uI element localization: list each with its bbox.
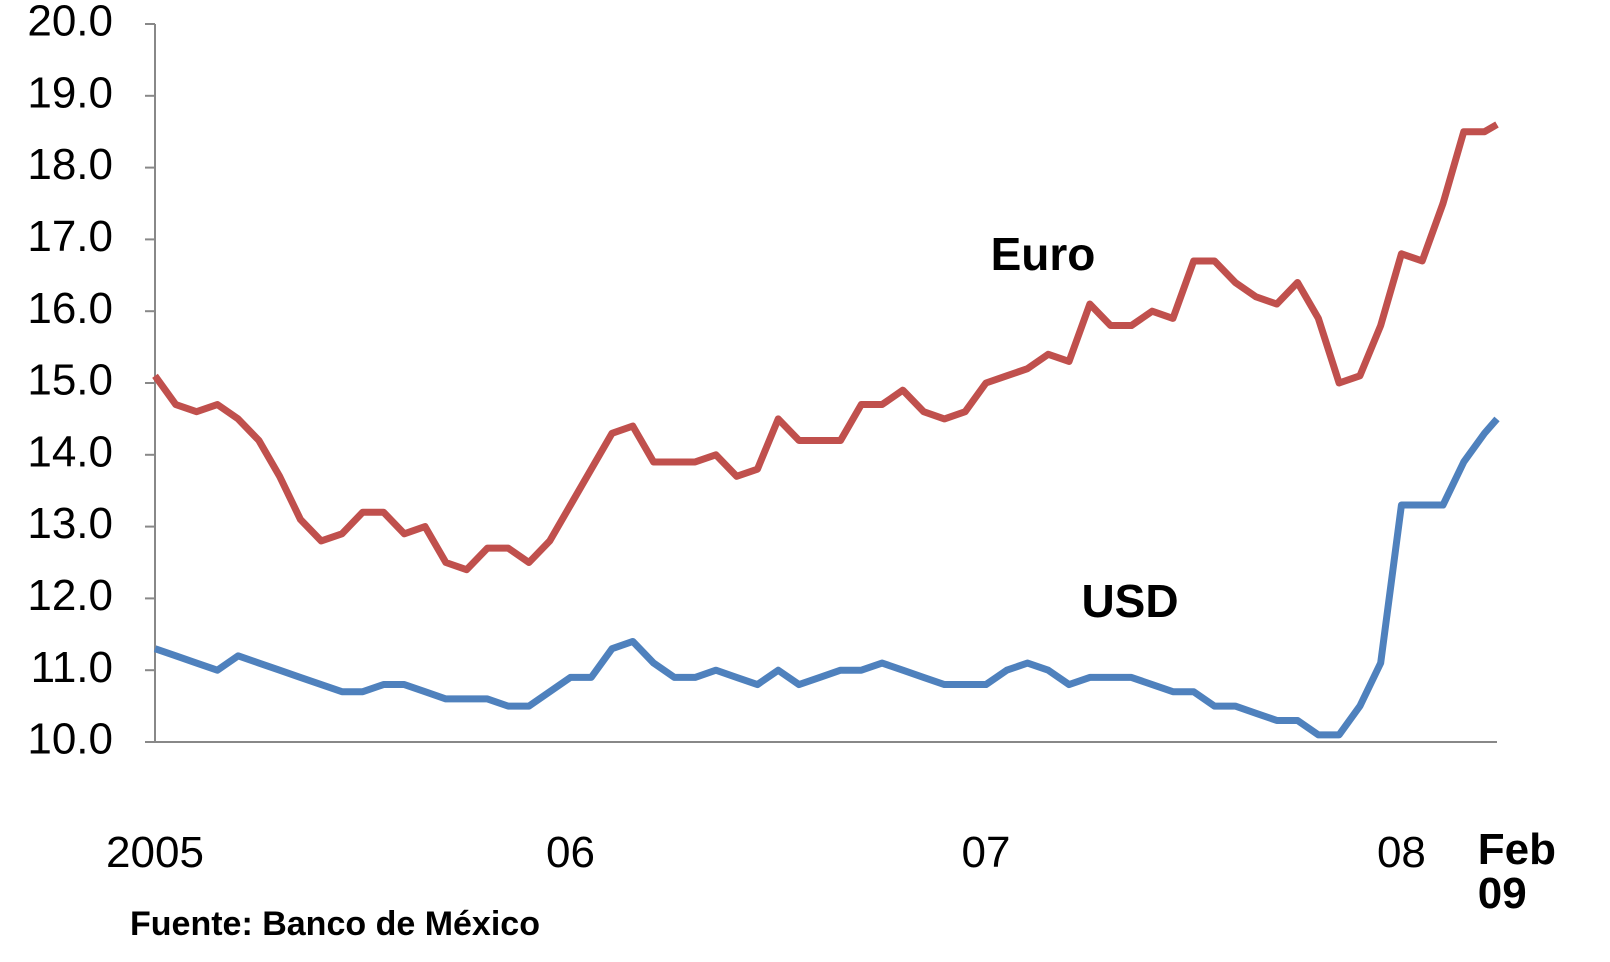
x-tick-label: Feb 09	[1477, 825, 1556, 918]
y-tick-label: 16.0	[27, 284, 113, 333]
y-tick-label: 12.0	[27, 571, 113, 620]
x-tick-label: 06	[545, 828, 595, 877]
y-tick-label: 20.0	[27, 0, 113, 46]
x-tick-label: 07	[961, 828, 1011, 877]
y-tick-label: 17.0	[27, 212, 113, 261]
y-tick-label: 13.0	[27, 499, 113, 548]
y-tick-label: 10.0	[27, 715, 113, 764]
source-note: Fuente: Banco de México	[130, 905, 540, 943]
series-label: USD	[1081, 575, 1178, 627]
series-line	[153, 416, 1500, 739]
y-tick-label: 14.0	[27, 427, 113, 476]
y-tick-label: 19.0	[27, 68, 113, 117]
series-label: Euro	[991, 228, 1096, 280]
y-tick-label: 11.0	[31, 643, 113, 692]
y-tick-label: 18.0	[27, 140, 113, 189]
x-tick-label: 2005	[106, 828, 204, 877]
x-tick-label: 08	[1376, 828, 1426, 877]
series-line	[152, 121, 1499, 574]
y-tick-label: 15.0	[27, 356, 113, 405]
